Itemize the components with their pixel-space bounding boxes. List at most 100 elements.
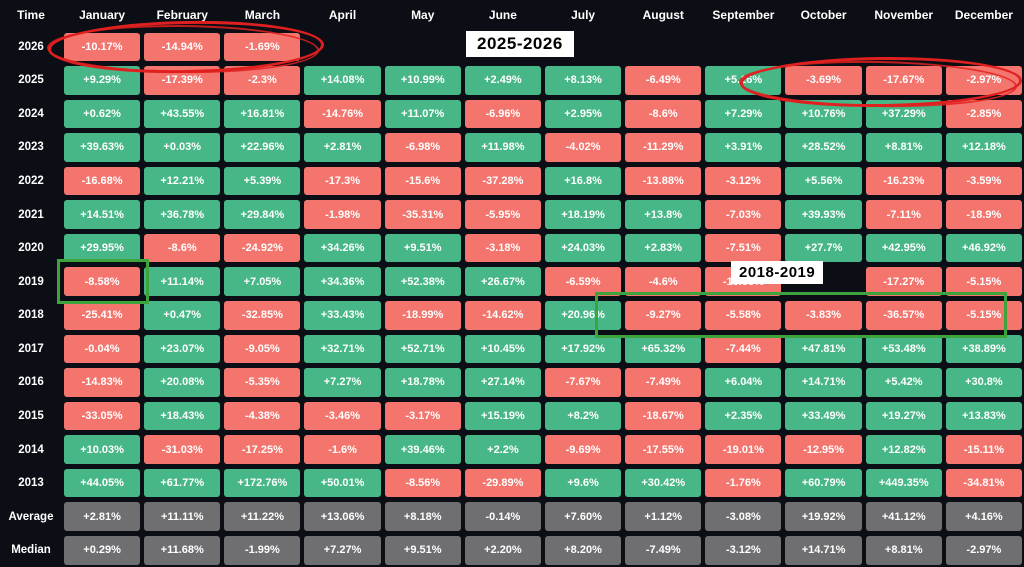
return-cell: +2.49% [464,66,541,95]
return-cell: -1.69% [224,32,301,62]
return-cell: +8.20% [544,535,622,565]
return-cell: -7.49% [625,368,702,397]
return-cell: -1.76% [705,468,782,498]
return-cell: +2.81% [64,502,141,531]
return-cell: +26.67% [464,267,541,296]
year-label: 2019 [18,275,44,288]
return-cell: +9.29% [64,66,141,95]
year-label: Average [8,510,54,523]
return-cell: -7.11% [865,200,942,229]
return-cell: +0.62% [64,99,141,129]
return-cell: -12.95% [785,435,862,464]
return-cell: +449.35% [865,468,942,498]
return-cell: +4.16% [945,502,1022,531]
return-cell: -16.68% [64,166,141,196]
return-cell: +7.29% [705,99,782,129]
return-cell: +10.03% [64,435,141,464]
return-cell: +15.19% [464,401,541,431]
return-cell: -0.14% [464,502,541,531]
return-cell: -15.6% [384,166,461,196]
year-label: 2018 [18,309,44,322]
return-cell: -3.12% [705,166,782,196]
return-cell: -3.17% [384,401,461,431]
return-cell: -31.03% [144,435,221,464]
return-cell: +10.45% [464,334,541,364]
year-label: 2020 [18,242,44,255]
month-header: December [954,8,1013,22]
return-cell: +13.8% [625,200,702,229]
return-cell: +30.42% [625,468,702,498]
return-cell: +19.27% [865,401,942,431]
month-header: March [244,8,281,22]
return-cell: -2.97% [945,535,1022,565]
return-cell: -32.85% [224,301,301,330]
return-cell: -8.56% [384,468,461,498]
return-cell: -19.01% [705,435,782,464]
return-cell: +27.14% [464,368,541,397]
return-cell: +32.71% [304,334,381,364]
return-cell: -9.69% [544,435,622,464]
return-cell: +2.83% [625,233,702,263]
return-cell: -17.3% [304,166,381,196]
month-header: July [571,8,596,22]
return-cell: +52.71% [384,334,461,364]
return-cell: +13.06% [304,502,381,531]
return-cell: +18.43% [144,401,221,431]
return-cell: -4.6% [625,267,702,296]
return-cell: +20.08% [144,368,221,397]
return-cell: -3.59% [945,166,1022,196]
return-cell: +36.78% [144,200,221,229]
return-cell: +14.71% [785,535,862,565]
return-cell: +41.12% [865,502,942,531]
return-cell [946,33,1022,62]
return-cell: -25.41% [64,301,141,330]
return-cell: -3.12% [705,535,782,565]
return-cell: +17.92% [544,334,622,364]
return-cell: -9.27% [625,301,702,330]
return-cell: +7.05% [224,267,301,296]
return-cell: +16.8% [544,166,622,196]
return-cell: -17.67% [865,66,942,95]
return-cell: +0.03% [144,133,221,162]
return-cell: -17.25% [224,435,301,464]
month-header: October [800,8,847,22]
return-cell: +29.95% [64,233,141,263]
month-header: February [156,8,208,22]
return-cell [304,33,380,62]
return-cell: +8.81% [865,133,942,162]
return-cell: +44.05% [64,468,141,498]
return-cell: +38.89% [945,334,1022,364]
return-cell: +2.81% [304,133,381,162]
return-cell: -4.02% [544,133,622,162]
year-label: 2016 [18,376,44,389]
return-cell: +18.78% [384,368,461,397]
return-cell: +9.6% [544,468,622,498]
year-label: 2021 [18,208,44,221]
return-cell: +18.19% [544,200,622,229]
return-cell: +61.77% [144,468,221,498]
return-cell: +34.36% [304,267,381,296]
month-header: November [874,8,934,22]
return-cell [465,33,541,62]
return-cell: -6.98% [384,133,461,162]
return-cell: +12.18% [945,133,1022,162]
return-cell: -6.49% [625,66,702,95]
return-cell: -7.67% [544,368,622,397]
return-cell: -24.92% [224,233,301,263]
year-label: 2026 [18,40,44,53]
return-cell: +11.11% [144,502,221,531]
return-cell: +8.13% [544,66,622,95]
year-label: 2014 [18,443,44,456]
return-cell: +10.76% [785,99,862,129]
return-cell: +9.51% [384,535,461,565]
return-cell: +5.42% [865,368,942,397]
return-cell: +9.51% [384,233,461,263]
return-cell: +11.98% [464,133,541,162]
return-cell: +14.08% [304,66,381,95]
return-cell: -6.96% [464,99,541,129]
return-cell: -11.29% [625,133,702,162]
return-cell: -34.81% [945,468,1022,498]
return-cell: +42.95% [865,233,942,263]
return-cell: +33.49% [785,401,862,431]
